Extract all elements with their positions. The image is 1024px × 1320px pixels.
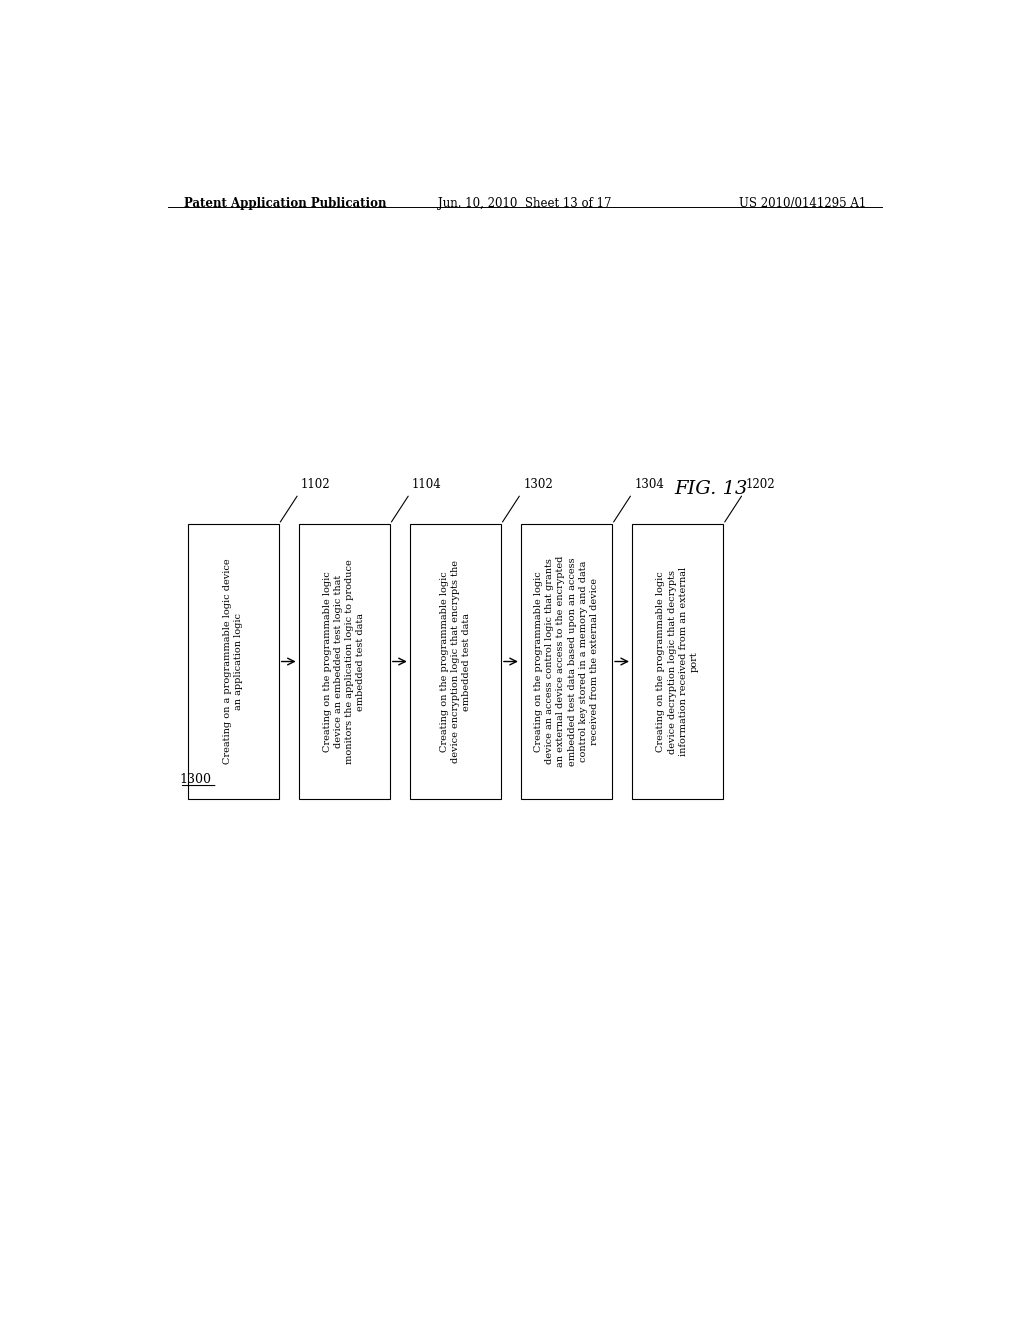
- Text: 1302: 1302: [523, 478, 553, 491]
- Text: US 2010/0141295 A1: US 2010/0141295 A1: [738, 197, 866, 210]
- Text: 1300: 1300: [179, 774, 212, 787]
- Text: Creating on the programmable logic
device encryption logic that encrypts the
emb: Creating on the programmable logic devic…: [439, 560, 471, 763]
- Bar: [299, 524, 390, 799]
- Text: Patent Application Publication: Patent Application Publication: [183, 197, 386, 210]
- Bar: [632, 524, 723, 799]
- Bar: [410, 524, 501, 799]
- Text: 1102: 1102: [301, 478, 331, 491]
- Text: Creating on the programmable logic
device an access control logic that grants
an: Creating on the programmable logic devic…: [535, 556, 599, 767]
- Text: FIG. 13: FIG. 13: [675, 479, 748, 498]
- Bar: [187, 524, 279, 799]
- Text: Jun. 10, 2010  Sheet 13 of 17: Jun. 10, 2010 Sheet 13 of 17: [438, 197, 611, 210]
- Text: 1304: 1304: [634, 478, 665, 491]
- Text: 1104: 1104: [412, 478, 442, 491]
- Text: 1202: 1202: [745, 478, 775, 491]
- Text: Creating on the programmable logic
device an embedded test logic that
monitors t: Creating on the programmable logic devic…: [324, 560, 366, 764]
- Text: Creating on a programmable logic device
an application logic: Creating on a programmable logic device …: [223, 558, 244, 764]
- Text: Creating on the programmable logic
device decryption logic that decrypts
informa: Creating on the programmable logic devic…: [656, 568, 698, 756]
- Bar: [521, 524, 612, 799]
